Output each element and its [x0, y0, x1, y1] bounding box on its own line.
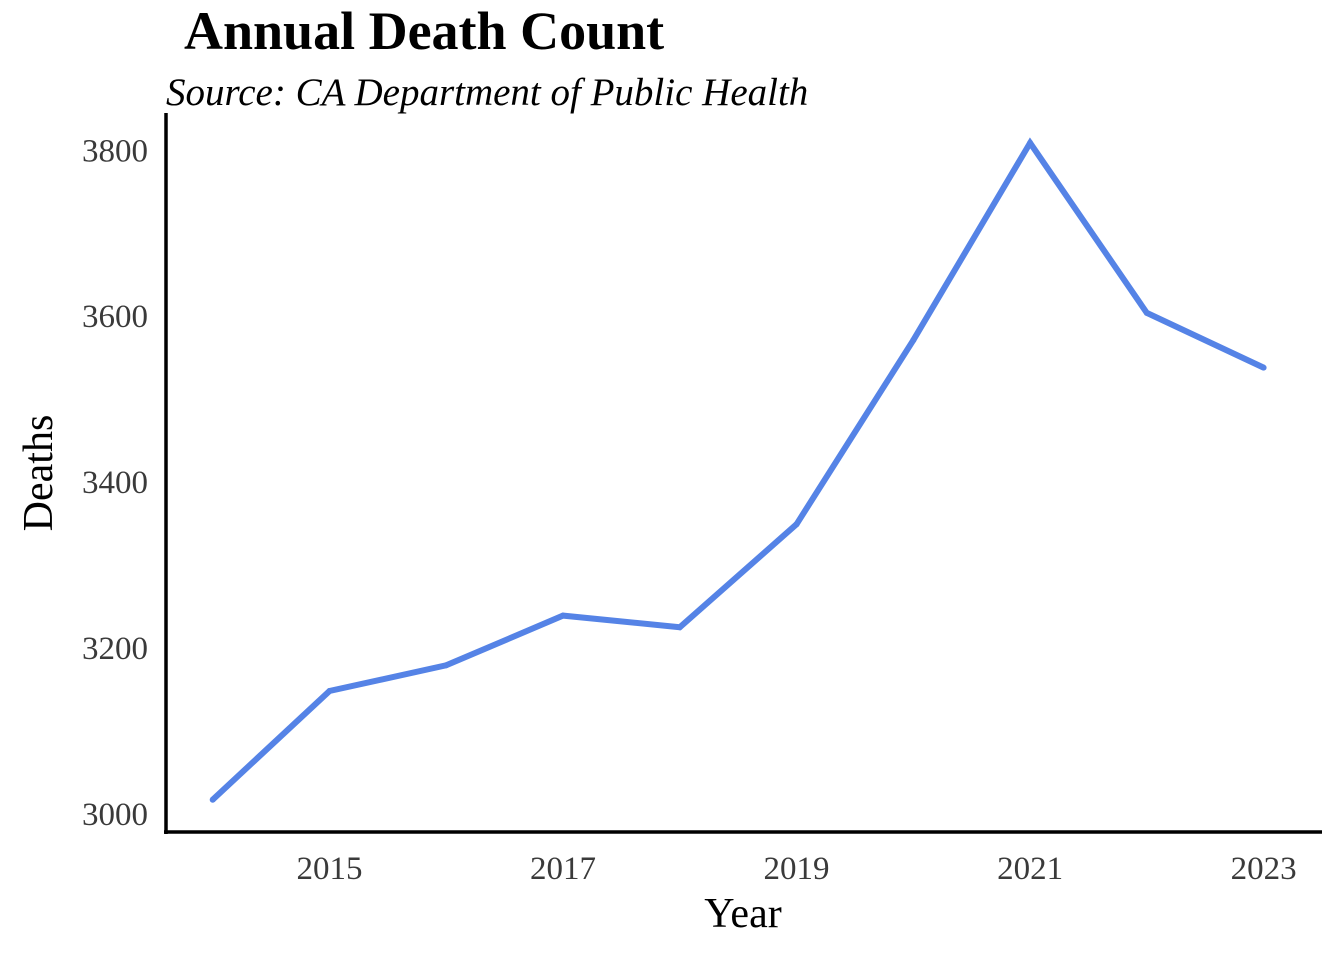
- data-point: [910, 337, 917, 344]
- y-tick-label: 3200: [82, 631, 148, 667]
- x-tick-labels: 2015 2017 2019 2021 2023: [296, 851, 1296, 887]
- chart-subtitle: Source: CA Department of Public Health: [166, 71, 809, 114]
- series-line: [210, 137, 1265, 802]
- y-axis-title: Deaths: [16, 415, 62, 532]
- data-point: [326, 688, 333, 694]
- data-point: [1027, 139, 1034, 146]
- y-tick-label: 3800: [82, 133, 148, 169]
- y-tick-labels: 3000 3200 3400 3600 3800: [82, 133, 148, 832]
- x-axis-title: Year: [704, 891, 781, 937]
- y-tick-label: 3600: [82, 299, 148, 335]
- data-point: [560, 612, 566, 619]
- data-point: [209, 796, 216, 803]
- x-tick-label: 2017: [530, 851, 596, 887]
- data-point: [1260, 364, 1267, 371]
- x-tick-label: 2019: [764, 851, 830, 887]
- data-point: [443, 662, 450, 669]
- series-group: [209, 137, 1267, 803]
- y-tick-label: 3400: [82, 465, 148, 501]
- x-tick-label: 2015: [296, 851, 362, 887]
- x-tick-label: 2021: [997, 851, 1063, 887]
- plot-area: 3000 3200 3400 3600 3800 2015 2017 2019 2021 202…: [82, 113, 1322, 887]
- x-tick-label: 2023: [1231, 851, 1297, 887]
- y-tick-label: 3000: [82, 797, 148, 833]
- data-point: [793, 521, 800, 528]
- chart-title: Annual Death Count: [184, 1, 665, 61]
- data-point: [676, 624, 683, 631]
- data-point: [1143, 309, 1150, 316]
